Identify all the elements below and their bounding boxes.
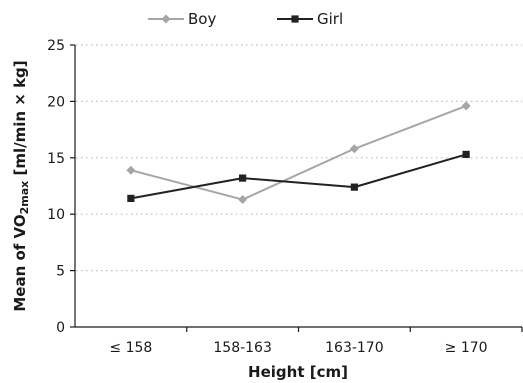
y-axis-title-unit: [ml/min × kg] (11, 60, 29, 180)
x-tick-label: 158-163 (213, 340, 272, 356)
x-tick-label: ≤ 158 (109, 340, 152, 356)
x-tick-label: 163-170 (325, 340, 384, 356)
boy-data-point (126, 165, 136, 175)
legend: Boy Girl (148, 10, 343, 28)
boy-data-point (349, 144, 359, 154)
boy-legend-label: Boy (188, 10, 216, 28)
x-axis-title: Height [cm] (248, 363, 348, 381)
girl-data-point (462, 150, 470, 159)
y-axis-title-subscript: 2max (18, 181, 31, 215)
y-axis-ticks: 0 5 10 15 20 25 (47, 38, 75, 336)
boy-legend-marker (161, 14, 171, 24)
series-layer (126, 101, 471, 205)
y-tick-label: 15 (47, 151, 65, 167)
y-axis-title-main: Mean of VO (11, 214, 29, 311)
y-axis-title: Mean of VO2max [ml/min × kg] (11, 60, 31, 311)
boy-data-point (238, 195, 248, 205)
boy-data-point (461, 101, 471, 111)
girl-data-point (239, 174, 247, 182)
x-tick-label: ≥ 170 (445, 340, 488, 356)
girl-data-point (350, 183, 358, 191)
girl-data-point (127, 194, 135, 203)
boy-series-line (130, 104, 467, 201)
x-axis-ticks: ≤ 158 158-163 163-170 ≥ 170 (109, 327, 523, 356)
girl-legend-marker (291, 15, 299, 23)
y-tick-label: 0 (56, 320, 65, 336)
y-tick-label: 10 (47, 207, 65, 223)
y-tick-label: 20 (47, 94, 65, 110)
girl-series-line (130, 153, 467, 200)
y-tick-label: 25 (47, 38, 65, 54)
y-tick-label: 5 (56, 264, 65, 280)
girl-legend-label: Girl (317, 10, 343, 28)
axes (74, 45, 522, 328)
